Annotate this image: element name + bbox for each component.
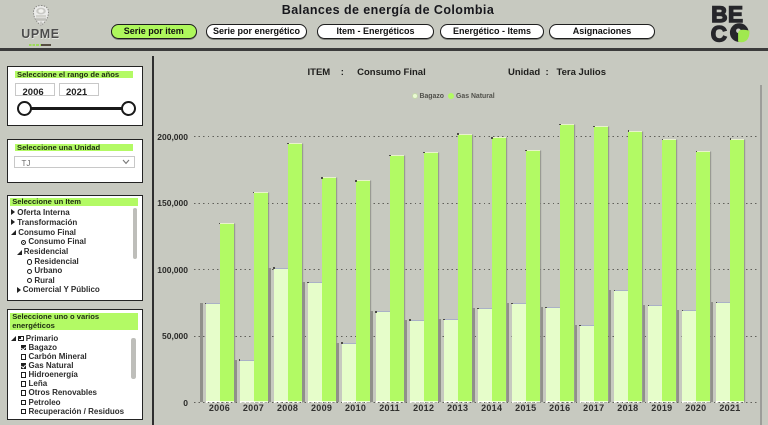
svg-text:BE: BE xyxy=(711,2,743,27)
svg-text:C: C xyxy=(711,22,727,45)
